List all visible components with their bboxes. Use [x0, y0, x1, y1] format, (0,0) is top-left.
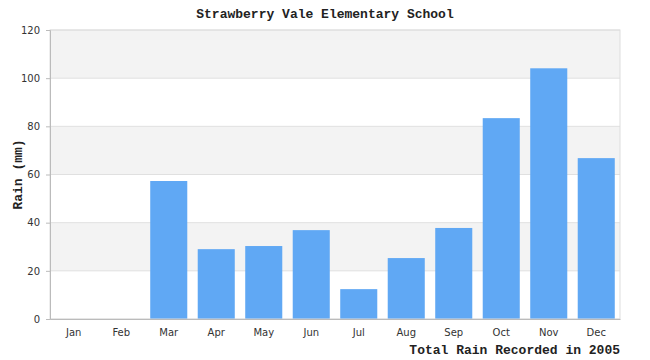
x-tick-label: Mar: [159, 327, 179, 338]
title: Strawberry Vale Elementary School: [196, 7, 454, 22]
y-axis-line: [46, 31, 51, 320]
x-axis: Jan Feb Mar Apr May Jun Jul Aug Sep Oct Nov Dec: [51, 320, 621, 339]
y-tick-mark: [46, 78, 50, 79]
y-tick-mark: [46, 223, 50, 224]
chart: 0 20 40 60 80 100 120 Jan Feb Mar Apr May Jun Jul Aug S…: [0, 0, 650, 360]
x-tick-label: Oct: [493, 327, 510, 338]
y-tick: 100: [21, 73, 50, 84]
bar: [245, 246, 282, 319]
plot-background: [50, 30, 620, 319]
x-tick: May: [253, 327, 274, 338]
x-tick: Nov: [539, 327, 559, 338]
y-tick-label: 60: [27, 169, 40, 180]
y-tick-mark: [46, 30, 50, 31]
bar: [150, 181, 187, 319]
bars: [150, 68, 615, 319]
x-tick-label: Feb: [112, 327, 130, 338]
y-tick: 80: [27, 121, 50, 132]
y-tick-mark: [46, 271, 50, 272]
x-tick-label: May: [253, 327, 274, 338]
y-tick-label: 100: [21, 73, 40, 84]
bar: [530, 68, 567, 319]
y-tick-mark: [46, 175, 50, 176]
y-tick-label: 0: [34, 314, 40, 325]
x-tick: Dec: [587, 327, 606, 338]
bar: [293, 230, 330, 319]
x-tick-label: Dec: [587, 327, 606, 338]
x-tick-label: Aug: [396, 327, 416, 338]
x-tick-label: Nov: [539, 327, 559, 338]
y-tick: 40: [27, 217, 50, 228]
x-axis-title: Total Rain Recorded in 2005: [409, 343, 620, 358]
y-tick-label: 40: [27, 217, 40, 228]
bar: [198, 249, 235, 319]
y-tick: 0: [34, 314, 50, 325]
x-tick: Jan: [65, 327, 81, 338]
bar: [578, 158, 615, 319]
bar: [435, 228, 472, 319]
x-tick-label: Sep: [444, 327, 463, 338]
y-tick: 120: [21, 25, 50, 36]
plot-frame: [50, 30, 620, 319]
x-tick: Sep: [444, 327, 463, 338]
plot: 0 20 40 60 80 100 120 Jan Feb Mar Apr May Jun Jul Aug S…: [21, 25, 621, 338]
x-tick: Feb: [112, 327, 130, 338]
y-axis-title: Rain (mm): [11, 139, 26, 209]
x-tick: Aug: [396, 327, 416, 338]
x-tick: Jun: [302, 327, 319, 338]
x-tick: Oct: [493, 327, 510, 338]
y-tick-label: 20: [27, 266, 40, 277]
x-tick: Jul: [352, 327, 365, 338]
x-axis-line: [51, 319, 621, 320]
bar: [388, 258, 425, 319]
x-tick: Mar: [159, 327, 179, 338]
y-tick: 60: [27, 169, 50, 180]
x-tick-label: Apr: [208, 327, 226, 338]
y-tick-label: 120: [21, 25, 40, 36]
y-tick-mark: [46, 126, 50, 127]
bar: [340, 289, 377, 319]
x-tick-label: Jul: [352, 327, 365, 338]
x-tick-label: Jun: [302, 327, 319, 338]
grid: [50, 30, 620, 319]
x-tick: Apr: [208, 327, 226, 338]
y-tick-mark: [46, 319, 50, 320]
y-tick: 20: [27, 266, 50, 277]
x-tick-label: Jan: [65, 327, 81, 338]
y-tick-label: 80: [27, 121, 40, 132]
bar: [483, 118, 520, 319]
